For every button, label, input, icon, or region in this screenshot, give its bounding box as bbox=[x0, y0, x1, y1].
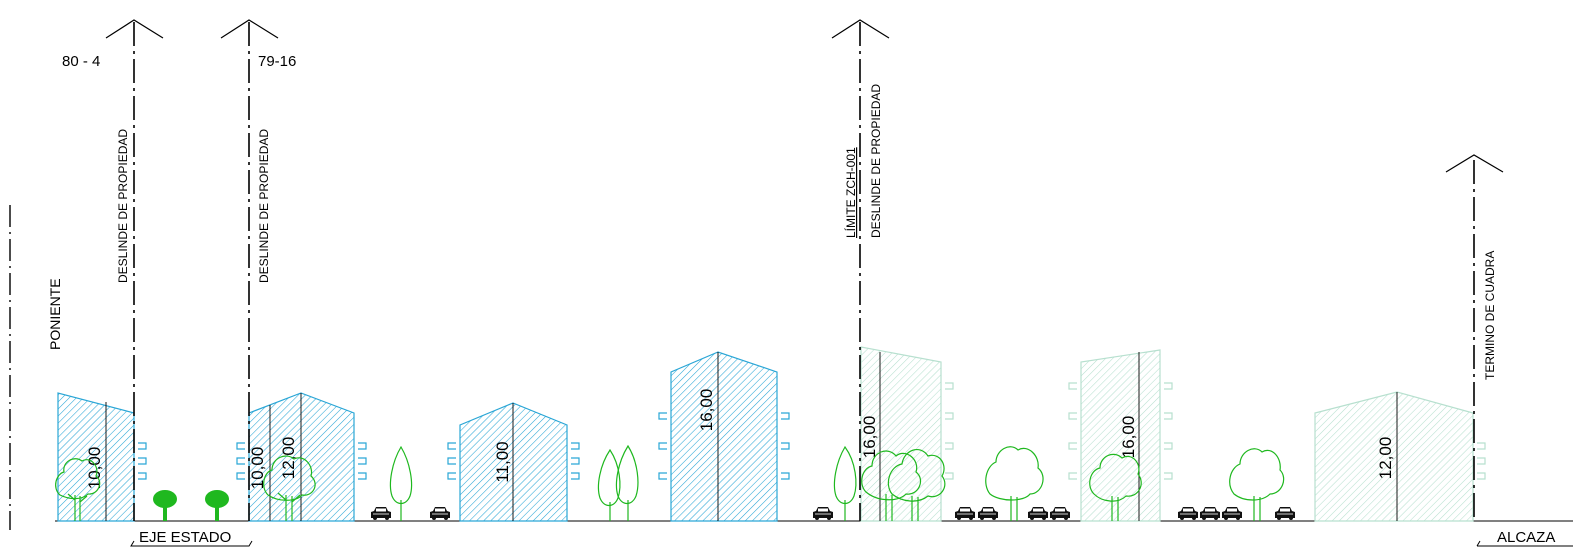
orientation-label: PONIENTE bbox=[47, 278, 63, 350]
building-1: 10,00 bbox=[57, 392, 147, 522]
car-icon bbox=[1027, 506, 1049, 521]
lot-number-right: 79-16 bbox=[258, 53, 296, 70]
cypress-tree-icon bbox=[389, 445, 413, 521]
building-2: 10,00 12,00 bbox=[236, 392, 367, 522]
building-6-height: 16,00 bbox=[1119, 416, 1138, 459]
building-4-height: 16,00 bbox=[697, 389, 716, 432]
building-1-height: 10,00 bbox=[85, 447, 104, 490]
car-icon bbox=[977, 506, 999, 521]
car-icon bbox=[812, 506, 834, 521]
limite-label: LÍMITE ZCH-001 bbox=[843, 147, 858, 238]
building-5-height: 16,00 bbox=[860, 416, 879, 459]
cypress-tree-icon bbox=[833, 445, 857, 521]
up-arrow-icon bbox=[831, 19, 890, 39]
car-icon bbox=[954, 506, 976, 521]
car-icon bbox=[1221, 506, 1243, 521]
car-icon bbox=[1274, 506, 1296, 521]
building-3: 11,00 bbox=[447, 402, 580, 522]
round-tree-icon bbox=[985, 446, 1044, 521]
up-arrow-icon bbox=[220, 19, 279, 39]
deslinde-label-1: DESLINDE DE PROPIEDAD bbox=[116, 129, 130, 283]
building-7-height: 12,00 bbox=[1376, 437, 1395, 480]
car-icon bbox=[1177, 506, 1199, 521]
street-bracket-right bbox=[1476, 540, 1573, 547]
building-2-height-a: 10,00 bbox=[248, 447, 267, 490]
building-5: 16,00 bbox=[860, 346, 954, 522]
building-3-height: 11,00 bbox=[493, 441, 512, 482]
car-icon bbox=[1199, 506, 1221, 521]
round-tree-icon bbox=[263, 455, 316, 521]
round-tree-icon bbox=[861, 450, 921, 521]
median-tree-icon bbox=[205, 490, 229, 521]
car-icon bbox=[370, 506, 392, 521]
round-tree-icon bbox=[887, 448, 946, 521]
termino-label: TERMINO DE CUADRA bbox=[1483, 251, 1497, 380]
street-label-right: ALCAZA bbox=[1497, 529, 1555, 546]
up-arrow-icon bbox=[105, 19, 164, 39]
deslinde-label-3: DESLINDE DE PROPIEDAD bbox=[869, 84, 883, 238]
up-arrow-icon bbox=[1445, 154, 1504, 173]
street-label-left: EJE ESTADO bbox=[139, 529, 231, 546]
car-icon bbox=[429, 506, 451, 521]
car-icon bbox=[1049, 506, 1071, 521]
cypress-tree-icon bbox=[597, 444, 639, 521]
round-tree-icon bbox=[55, 458, 101, 521]
building-2-height-b: 12,00 bbox=[279, 437, 298, 480]
building-6: 16,00 bbox=[1068, 349, 1173, 522]
median-tree-icon bbox=[153, 490, 177, 521]
building-4: 16,00 bbox=[658, 351, 790, 522]
round-tree-icon bbox=[1089, 453, 1142, 521]
deslinde-label-2: DESLINDE DE PROPIEDAD bbox=[257, 129, 271, 283]
street-bracket-left bbox=[130, 540, 253, 547]
round-tree-icon bbox=[1229, 448, 1285, 521]
lot-number-left: 80 - 4 bbox=[62, 53, 100, 70]
building-7: 12,00 bbox=[1314, 391, 1486, 522]
